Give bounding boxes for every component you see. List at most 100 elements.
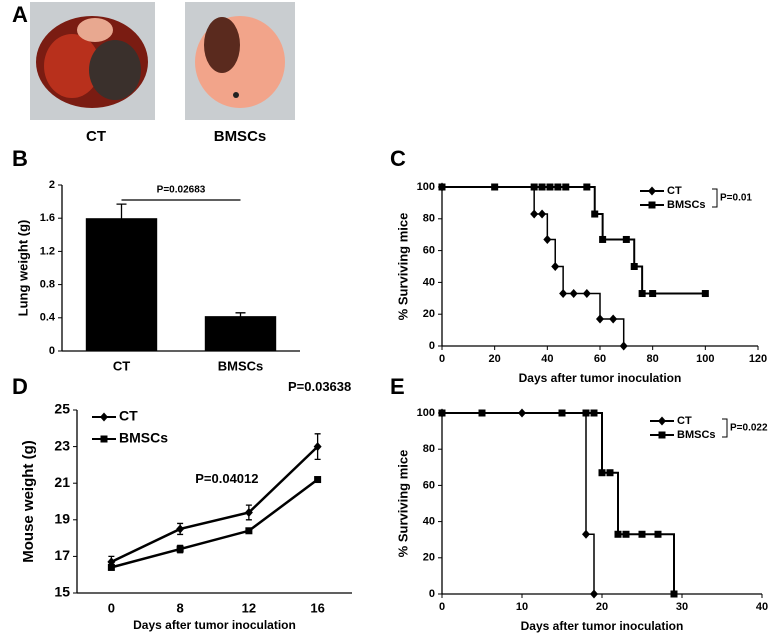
x-axis-label: Days after tumor inoculation xyxy=(519,371,682,385)
y-tick-label: 0 xyxy=(49,345,55,357)
y-tick-label: 80 xyxy=(423,443,435,455)
x-tick-label: 10 xyxy=(516,601,528,613)
marker xyxy=(551,262,560,271)
marker xyxy=(619,341,628,351)
legend-label: CT xyxy=(677,415,692,427)
annotation: P=0.01 xyxy=(720,193,752,204)
y-tick-label: 20 xyxy=(423,308,435,320)
y-tick-label: 21 xyxy=(54,474,70,490)
marker xyxy=(630,263,638,270)
y-tick-label: 0.8 xyxy=(40,279,55,291)
x-tick-label: 0 xyxy=(108,600,115,615)
bar xyxy=(85,218,158,351)
photo-label: BMSCs xyxy=(214,128,267,145)
y-tick-label: 60 xyxy=(423,245,435,257)
marker xyxy=(609,314,618,324)
marker xyxy=(591,210,599,218)
lung-bmscs-spot xyxy=(233,92,239,98)
y-tick-label: 100 xyxy=(417,181,435,193)
y-tick-label: 25 xyxy=(54,401,70,417)
marker xyxy=(582,529,590,539)
survival-curve xyxy=(442,412,675,594)
y-axis-label: % Surviving mice xyxy=(395,213,410,321)
marker xyxy=(622,235,630,243)
lung-ct-lobe xyxy=(89,40,141,100)
marker xyxy=(314,476,322,484)
photo-label: CT xyxy=(86,128,106,145)
x-tick-label: 0 xyxy=(439,601,445,613)
y-tick-label: 0.4 xyxy=(40,312,56,324)
annotation: P=0.022 xyxy=(730,423,768,434)
marker xyxy=(530,183,538,191)
marker xyxy=(701,290,709,298)
y-tick-label: 17 xyxy=(54,547,70,563)
x-tick-label: 60 xyxy=(594,353,606,365)
marker xyxy=(606,469,614,477)
bracket xyxy=(712,188,718,208)
marker xyxy=(313,442,322,452)
bracket xyxy=(722,418,728,438)
annotation: P=0.04012 xyxy=(195,471,258,486)
marker xyxy=(590,409,598,417)
marker xyxy=(654,530,662,538)
marker xyxy=(438,409,446,417)
series-line xyxy=(111,478,319,569)
error-bar xyxy=(116,203,127,233)
panel-letter: A xyxy=(12,2,28,27)
x-tick-label: 0 xyxy=(439,353,445,365)
x-tick-label: 40 xyxy=(541,353,553,365)
y-tick-label: 23 xyxy=(54,437,70,453)
legend-marker xyxy=(658,431,666,439)
marker xyxy=(598,469,606,477)
legend-label: CT xyxy=(119,408,138,424)
annotation: P=0.02683 xyxy=(157,185,206,196)
y-axis-label: % Surviving mice xyxy=(395,450,410,558)
marker xyxy=(538,209,547,219)
x-tick-label: 120 xyxy=(749,353,767,365)
x-axis-label: Days after tumor inoculation xyxy=(133,618,296,632)
panel-letter: C xyxy=(390,146,406,171)
marker xyxy=(596,314,604,324)
x-tick-label: 16 xyxy=(310,600,324,615)
marker xyxy=(546,183,554,191)
marker xyxy=(614,530,622,538)
y-tick-label: 80 xyxy=(423,213,435,225)
x-tick-label: 30 xyxy=(676,601,688,613)
marker xyxy=(530,209,539,219)
marker xyxy=(558,409,566,417)
panel-letter: D xyxy=(12,374,28,399)
marker xyxy=(554,183,562,191)
legend-label: BMSCs xyxy=(667,199,706,211)
x-tick-label: 40 xyxy=(756,601,768,613)
legend-marker xyxy=(648,186,656,196)
lung-ct-lobe xyxy=(44,34,100,98)
marker xyxy=(478,409,486,417)
legend-marker xyxy=(100,412,108,422)
marker xyxy=(599,235,607,243)
y-tick-label: 40 xyxy=(423,276,435,288)
panel-letter: B xyxy=(12,146,28,171)
y-tick-label: 40 xyxy=(423,516,435,528)
x-tick-label: 8 xyxy=(177,600,184,615)
marker xyxy=(559,289,568,299)
lung-ct-spot xyxy=(77,18,113,42)
annotation: P=0.03638 xyxy=(288,379,351,394)
y-tick-label: 100 xyxy=(417,407,435,419)
marker xyxy=(244,507,253,517)
legend-marker xyxy=(648,201,656,209)
marker xyxy=(538,183,546,191)
x-tick-label: 80 xyxy=(647,353,659,365)
marker xyxy=(245,527,253,535)
panel-a: A CT BMSCs xyxy=(12,2,295,145)
y-tick-label: 1.2 xyxy=(40,245,55,257)
marker xyxy=(543,234,552,244)
y-tick-label: 60 xyxy=(423,479,435,491)
lung-bmscs-dark xyxy=(204,17,240,73)
legend-label: BMSCs xyxy=(119,430,168,446)
marker xyxy=(622,530,630,538)
marker xyxy=(107,563,115,571)
y-tick-label: 1.6 xyxy=(40,212,55,224)
marker xyxy=(582,409,590,417)
legend-marker xyxy=(658,416,666,426)
legend-label: CT xyxy=(667,185,682,197)
